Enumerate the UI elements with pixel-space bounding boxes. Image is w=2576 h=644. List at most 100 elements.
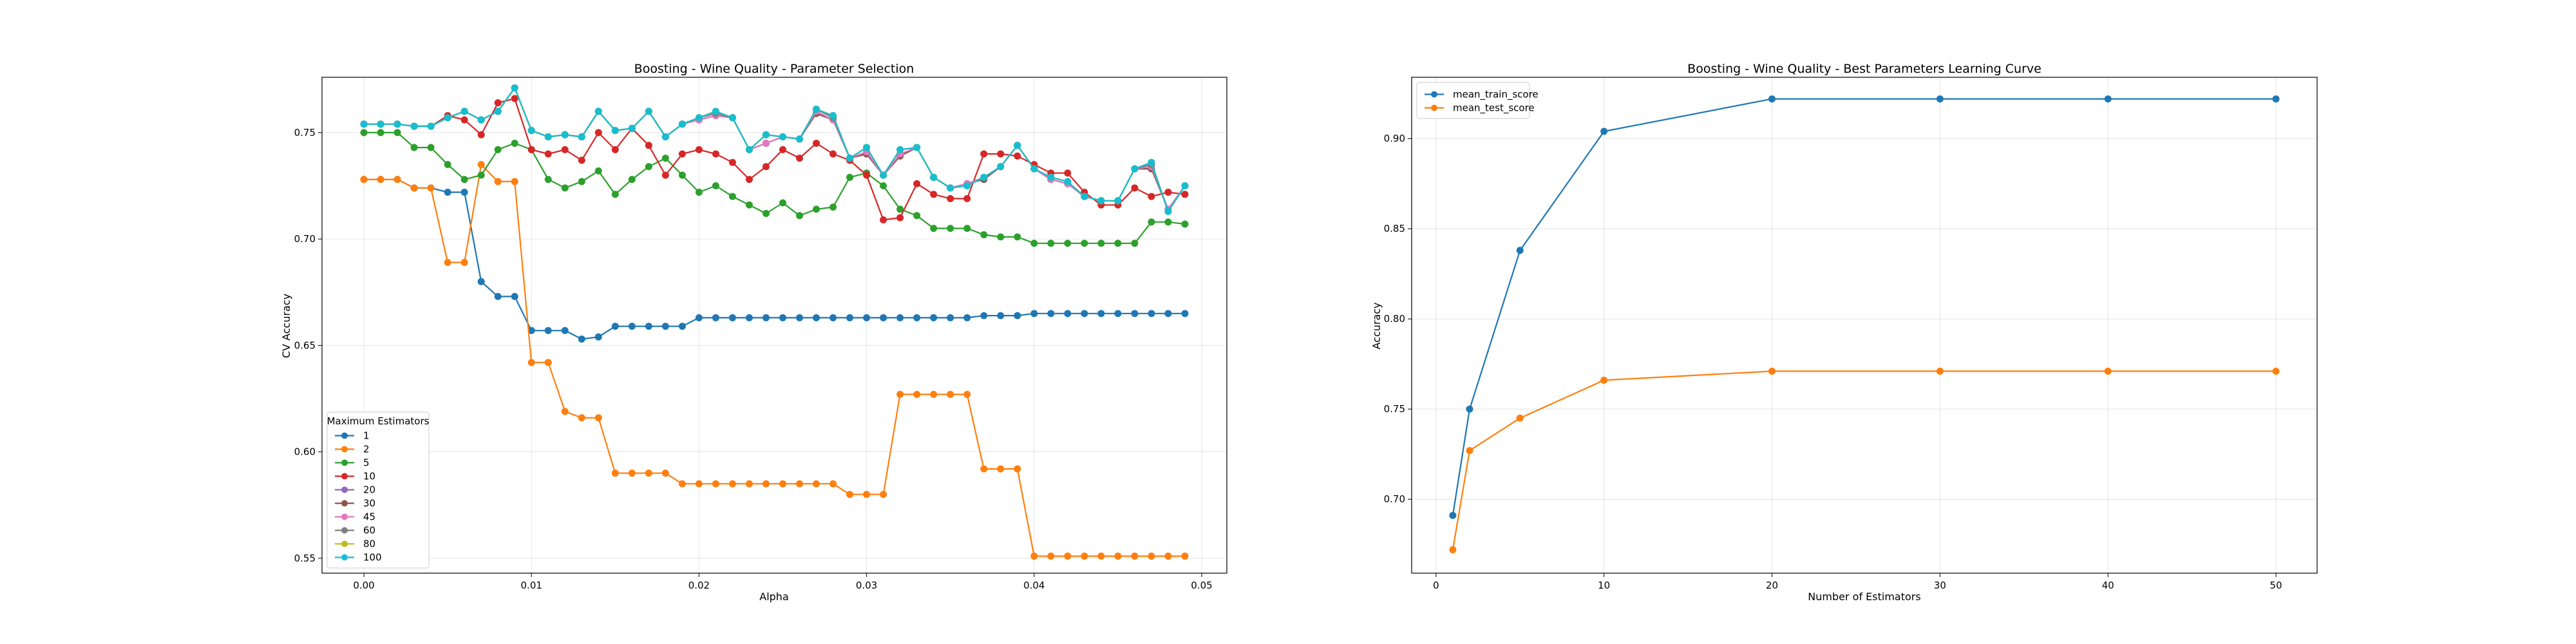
data-point: [427, 184, 435, 192]
data-point: [846, 314, 854, 321]
data-point: [745, 176, 753, 184]
data-point: [1148, 158, 1155, 166]
x-tick-label: 10: [1598, 580, 1610, 591]
data-point: [796, 135, 804, 143]
data-point: [980, 150, 988, 158]
data-point: [813, 139, 820, 147]
data-point: [377, 120, 384, 128]
parameter-selection-chart: Boosting - Wine Quality - Parameter Sele…: [280, 62, 1227, 603]
data-point: [393, 129, 401, 137]
data-point: [628, 469, 636, 477]
legend-swatch-marker: [1431, 104, 1437, 111]
data-point: [594, 108, 602, 115]
data-point: [745, 201, 753, 209]
data-point: [1097, 197, 1105, 205]
legend-swatch-marker: [341, 527, 348, 534]
data-point: [728, 114, 736, 122]
data-point: [393, 176, 401, 184]
data-point: [796, 314, 804, 321]
data-point: [695, 114, 703, 122]
data-point: [1131, 184, 1139, 192]
data-point: [779, 146, 787, 153]
data-point: [460, 108, 468, 115]
data-point: [1081, 240, 1088, 247]
data-point: [2104, 367, 2112, 375]
data-point: [779, 199, 787, 207]
legend-swatch-marker: [341, 513, 348, 520]
y-tick-label: 0.60: [294, 446, 316, 458]
data-point: [661, 171, 669, 179]
data-point: [913, 180, 921, 187]
data-point: [712, 480, 719, 488]
data-point: [712, 182, 719, 190]
data-point: [678, 480, 686, 488]
data-point: [796, 155, 804, 162]
data-point: [947, 184, 954, 192]
legend-label: 1: [363, 430, 370, 442]
legend-label: 10: [363, 471, 375, 482]
series-100: [360, 84, 1189, 215]
data-point: [544, 150, 552, 158]
data-point: [829, 150, 837, 158]
data-point: [947, 225, 954, 232]
legend-title: Maximum Estimators: [327, 415, 430, 427]
data-point: [880, 182, 887, 190]
data-point: [896, 214, 904, 222]
data-point: [444, 188, 451, 196]
data-point: [863, 491, 871, 498]
data-point: [393, 120, 401, 128]
data-point: [1181, 191, 1189, 198]
data-point: [1047, 310, 1055, 317]
data-point: [494, 99, 502, 107]
series-mean_test_score: [1449, 367, 2280, 554]
data-point: [594, 167, 602, 175]
data-point: [527, 127, 535, 135]
legend-swatch-marker: [341, 459, 348, 466]
data-point: [980, 465, 988, 473]
data-point: [1097, 553, 1105, 560]
data-point: [1768, 95, 1776, 103]
legend-swatch-marker: [341, 554, 348, 561]
data-point: [1014, 312, 1021, 319]
y-tick-label: 0.80: [1384, 313, 1405, 325]
data-point: [880, 171, 887, 179]
data-point: [1148, 218, 1155, 226]
data-point: [494, 178, 502, 185]
grid: [322, 77, 1227, 573]
data-point: [913, 390, 921, 398]
data-point: [511, 95, 518, 102]
data-point: [661, 155, 669, 162]
data-point: [1047, 553, 1055, 560]
legend-label: 20: [363, 484, 375, 496]
y-tick-label: 0.70: [294, 233, 316, 245]
data-point: [1936, 95, 1944, 103]
data-point: [762, 131, 770, 138]
data-point: [460, 259, 468, 267]
legend-swatch-marker: [341, 473, 348, 480]
data-point: [963, 314, 971, 321]
data-point: [1030, 165, 1038, 173]
data-point: [460, 116, 468, 124]
data-point: [1181, 310, 1189, 317]
data-point: [628, 176, 636, 184]
data-point: [477, 116, 485, 124]
data-point: [678, 120, 686, 128]
data-point: [712, 150, 719, 158]
data-point: [745, 314, 753, 321]
data-point: [360, 120, 368, 128]
data-point: [360, 176, 368, 184]
data-point: [1081, 310, 1088, 317]
data-point: [444, 114, 451, 122]
series-2: [360, 160, 1189, 560]
data-point: [2272, 367, 2280, 375]
data-point: [913, 144, 921, 151]
data-point: [779, 314, 787, 321]
series-1: [360, 176, 1189, 343]
data-point: [444, 160, 451, 168]
data-point: [930, 225, 938, 232]
data-point: [980, 173, 988, 181]
data-point: [997, 233, 1005, 241]
